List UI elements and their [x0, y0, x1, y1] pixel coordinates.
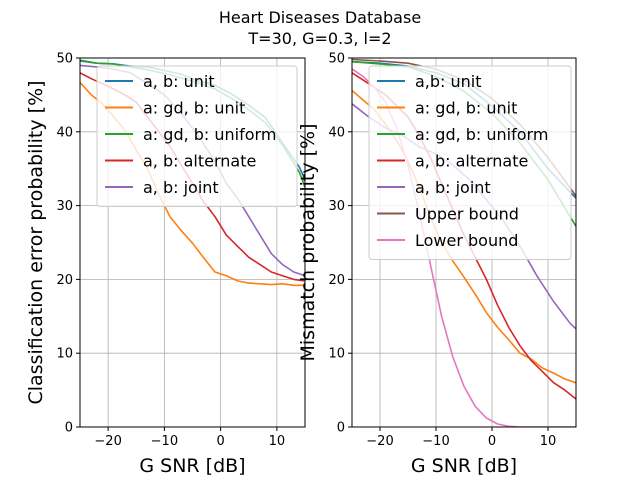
- axes-frame: [79, 57, 306, 428]
- y-tick-label: 30: [328, 199, 345, 214]
- y-tick-label: 30: [56, 199, 73, 214]
- legend-label: a, b: joint: [143, 178, 219, 197]
- legend-label: a, b: alternate: [143, 152, 256, 171]
- y-tick-label: 10: [56, 347, 73, 362]
- y-tick-label: 20: [56, 273, 73, 288]
- y-tick-label: 50: [328, 52, 345, 67]
- figure-title: Heart Diseases Database: [219, 8, 421, 27]
- x-tick-label: 0: [488, 434, 496, 449]
- legend-label: a: gd, b: uniform: [415, 125, 548, 144]
- chart-panels: −20 −10 0 10 0 10 20 30 40 50 G SNR [dB] Classifica…: [25, 52, 577, 477]
- legend-label: a, b: unit: [143, 72, 215, 91]
- y-tick-label: 10: [328, 347, 345, 362]
- axes-frame: [351, 57, 577, 428]
- y-axis-label: Mismatch probability [%]: [297, 124, 319, 362]
- chart-panel-2: −20 −10 0 10 0 10 20 30 40 50 G SNR [dB] Mismatch p…: [297, 52, 577, 477]
- legend-label: Lower bound: [415, 231, 518, 250]
- x-tick-label: 0: [216, 434, 224, 449]
- x-tick-label: −20: [94, 434, 121, 449]
- legend-label: a, b: joint: [415, 178, 491, 197]
- x-tick-label: −10: [151, 434, 178, 449]
- x-axis-label: G SNR [dB]: [411, 455, 517, 477]
- x-tick-label: −10: [422, 434, 449, 449]
- x-axis-label: G SNR [dB]: [139, 455, 245, 477]
- y-tick-label: 40: [328, 125, 345, 140]
- y-axis-label: Classification error probability [%]: [25, 80, 47, 404]
- y-tick-label: 0: [337, 421, 345, 436]
- y-tick-label: 50: [56, 52, 73, 67]
- legend-box: [96, 65, 298, 207]
- legend: a,b: unit a: gd, b: unit a: gd, b: uniform…: [368, 65, 572, 260]
- y-tick-label: 0: [65, 421, 73, 436]
- legend-label: a: gd, b: unit: [415, 99, 517, 118]
- x-tick-label: 10: [269, 434, 286, 449]
- legend-label: a, b: alternate: [415, 152, 528, 171]
- legend-label: a: gd, b: uniform: [143, 125, 276, 144]
- x-tick-label: −20: [366, 434, 393, 449]
- figure-subtitle: T=30, G=0.3, l=2: [247, 29, 391, 48]
- legend-box: [368, 65, 572, 260]
- legend-label: a,b: unit: [415, 72, 482, 91]
- legend-label: Upper bound: [415, 205, 519, 224]
- legend: a, b: unit a: gd, b: unit a: gd, b: unifor…: [96, 65, 298, 207]
- y-tick-label: 20: [328, 273, 345, 288]
- y-tick-label: 40: [56, 125, 73, 140]
- chart-panel-1: −20 −10 0 10 0 10 20 30 40 50 G SNR [dB] Classifica…: [25, 52, 306, 477]
- legend-label: a: gd, b: unit: [143, 99, 245, 118]
- x-tick-label: 10: [540, 434, 557, 449]
